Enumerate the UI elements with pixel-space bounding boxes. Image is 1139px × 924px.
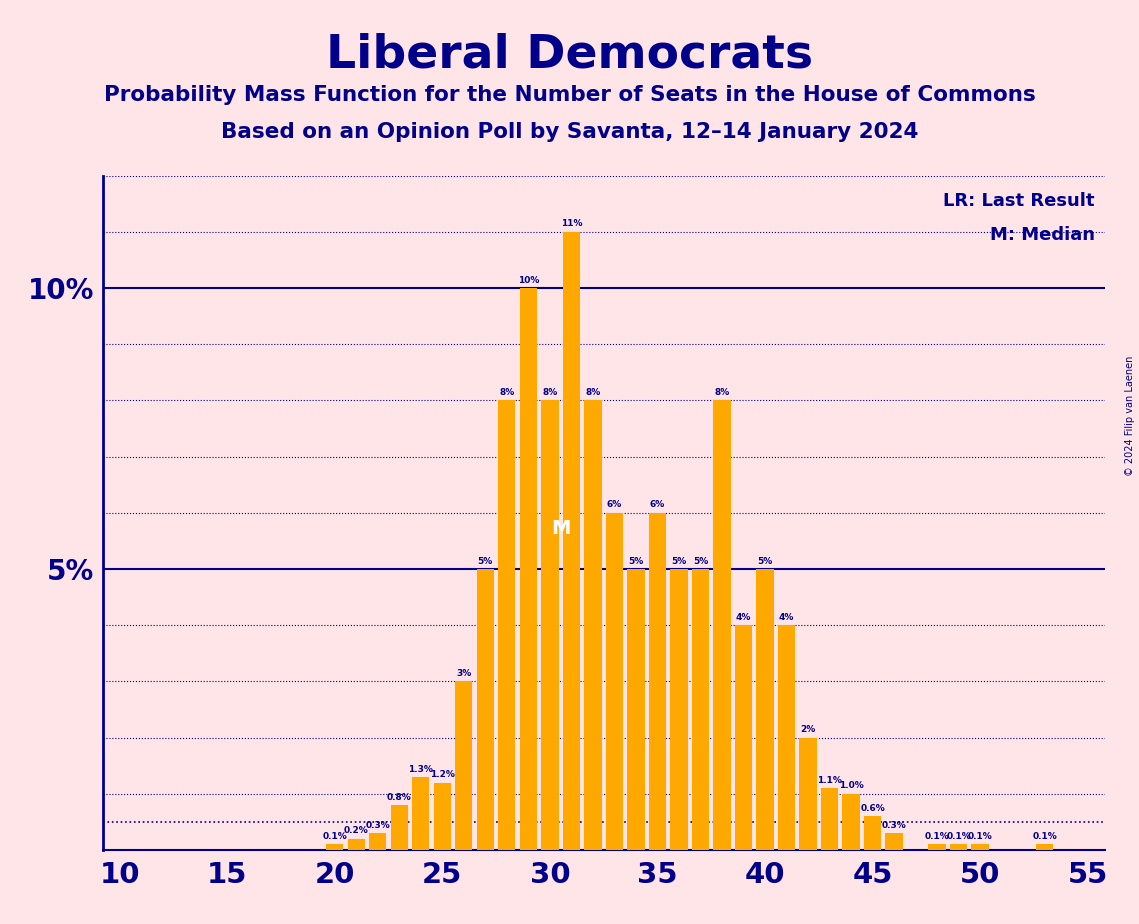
Bar — [843, 794, 860, 850]
Text: M: M — [551, 519, 571, 538]
Bar — [391, 805, 408, 850]
Text: 8%: 8% — [714, 388, 730, 397]
Text: 4%: 4% — [779, 613, 794, 622]
Text: 0.3%: 0.3% — [366, 821, 391, 830]
Text: 0.1%: 0.1% — [968, 833, 992, 841]
Text: 0.3%: 0.3% — [882, 821, 907, 830]
Text: 5%: 5% — [757, 556, 772, 565]
Text: 6%: 6% — [607, 501, 622, 509]
Text: 1.0%: 1.0% — [838, 782, 863, 791]
Text: LR: Last Result: LR: Last Result — [943, 192, 1095, 211]
Bar — [649, 513, 666, 850]
Bar — [928, 845, 945, 850]
Bar — [628, 569, 645, 850]
Text: 2%: 2% — [801, 725, 816, 735]
Bar — [369, 833, 386, 850]
Bar — [671, 569, 688, 850]
Text: M: Median: M: Median — [990, 226, 1095, 244]
Bar — [972, 845, 989, 850]
Text: 0.1%: 0.1% — [1032, 833, 1057, 841]
Bar — [885, 833, 902, 850]
Text: 0.2%: 0.2% — [344, 826, 369, 835]
Text: 5%: 5% — [629, 556, 644, 565]
Bar — [434, 783, 451, 850]
Text: 3%: 3% — [457, 669, 472, 678]
Bar — [477, 569, 494, 850]
Bar — [584, 400, 601, 850]
Bar — [563, 232, 580, 850]
Bar — [778, 626, 795, 850]
Text: 5%: 5% — [693, 556, 708, 565]
Bar — [519, 288, 536, 850]
Text: 1.2%: 1.2% — [429, 771, 454, 779]
Bar — [1036, 845, 1054, 850]
Bar — [412, 777, 429, 850]
Text: 4%: 4% — [736, 613, 751, 622]
Text: © 2024 Filip van Laenen: © 2024 Filip van Laenen — [1125, 356, 1134, 476]
Text: 10%: 10% — [518, 275, 539, 285]
Bar — [950, 845, 967, 850]
Text: 1.3%: 1.3% — [409, 765, 433, 773]
Text: 8%: 8% — [585, 388, 600, 397]
Bar — [863, 817, 882, 850]
Bar — [800, 737, 817, 850]
Bar — [541, 400, 558, 850]
Text: 8%: 8% — [542, 388, 557, 397]
Bar — [347, 839, 364, 850]
Text: 0.8%: 0.8% — [387, 793, 411, 802]
Text: 5%: 5% — [671, 556, 687, 565]
Bar — [456, 682, 473, 850]
Text: 0.1%: 0.1% — [947, 833, 970, 841]
Text: 11%: 11% — [560, 219, 582, 228]
Text: 0.1%: 0.1% — [925, 833, 950, 841]
Text: Liberal Democrats: Liberal Democrats — [326, 32, 813, 78]
Text: Based on an Opinion Poll by Savanta, 12–14 January 2024: Based on an Opinion Poll by Savanta, 12–… — [221, 122, 918, 142]
Text: 1.1%: 1.1% — [817, 776, 842, 784]
Bar — [756, 569, 773, 850]
Text: 8%: 8% — [499, 388, 515, 397]
Text: 6%: 6% — [650, 501, 665, 509]
Bar — [326, 845, 344, 850]
Text: 0.1%: 0.1% — [322, 833, 347, 841]
Text: Probability Mass Function for the Number of Seats in the House of Commons: Probability Mass Function for the Number… — [104, 85, 1035, 105]
Bar — [713, 400, 730, 850]
Bar — [821, 788, 838, 850]
Bar — [498, 400, 516, 850]
Bar — [606, 513, 623, 850]
Bar — [735, 626, 752, 850]
Text: 5%: 5% — [477, 556, 493, 565]
Text: 0.6%: 0.6% — [860, 804, 885, 813]
Bar — [691, 569, 710, 850]
